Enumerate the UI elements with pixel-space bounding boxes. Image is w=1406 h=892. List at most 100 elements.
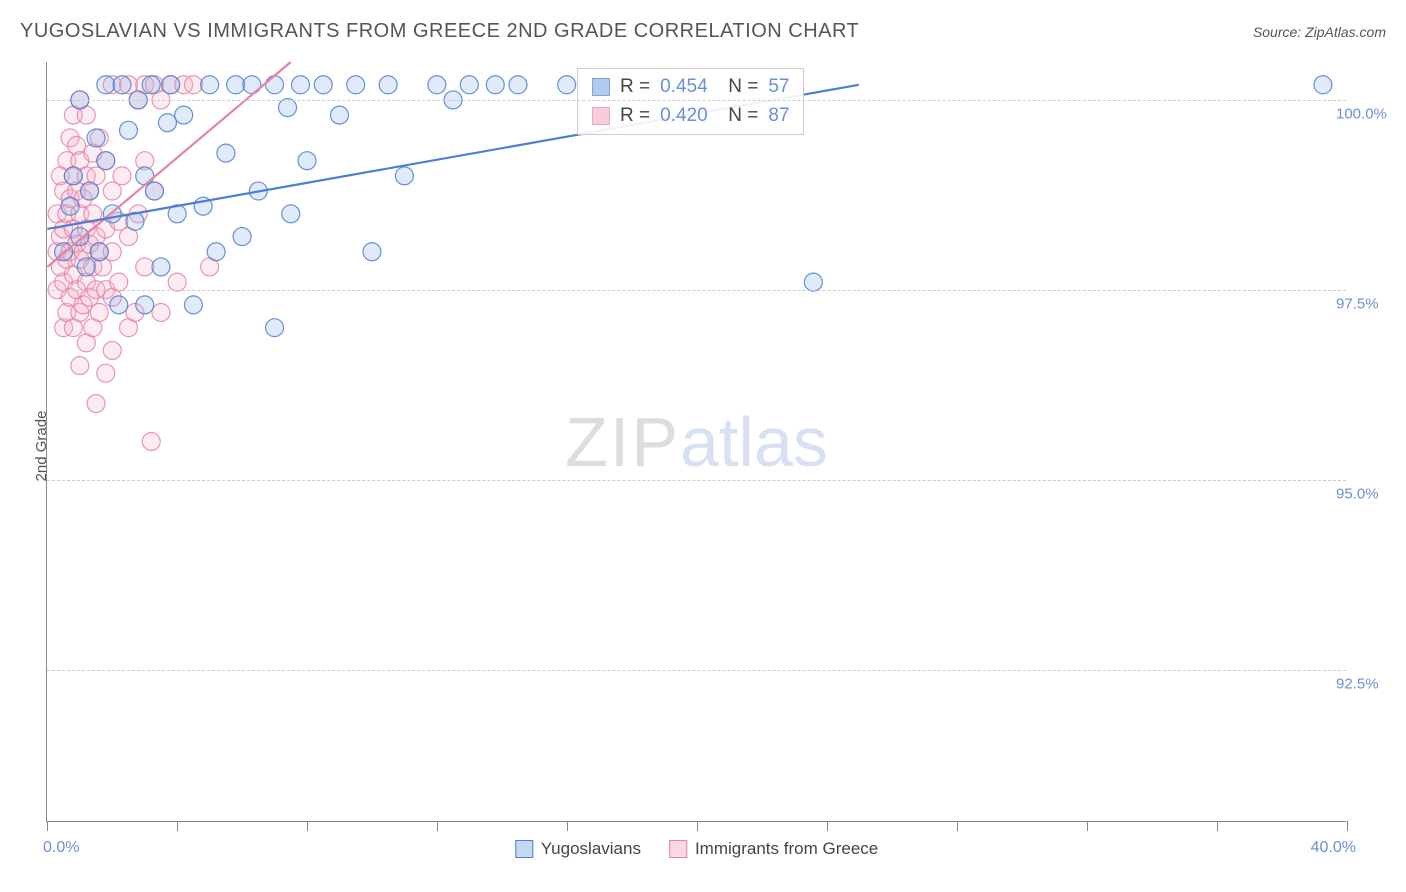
data-point [162,76,180,94]
data-point [804,273,822,291]
x-tick [697,821,698,831]
series-legend: Yugoslavians Immigrants from Greece [515,839,878,859]
gridline [47,290,1346,291]
x-tick [567,821,568,831]
y-tick-label: 97.5% [1336,296,1396,313]
data-point [227,76,245,94]
data-point [110,273,128,291]
chart-source: Source: ZipAtlas.com [1253,24,1386,40]
plot-area: ZIPatlas R = 0.454 N = 57 R = 0.420 N = … [46,62,1346,822]
legend-n-label: N = [718,73,759,102]
data-point [145,182,163,200]
data-point [152,258,170,276]
data-point [207,243,225,261]
legend-r-label: R = [620,102,650,131]
data-point [168,273,186,291]
legend-r-value: 0.420 [660,102,708,131]
y-tick-label: 92.5% [1336,676,1396,693]
data-point [298,152,316,170]
data-point [142,76,160,94]
data-point [175,106,193,124]
data-point [460,76,478,94]
legend-item: Yugoslavians [515,839,641,859]
legend-swatch [669,840,687,858]
data-point [486,76,504,94]
x-tick [307,821,308,831]
x-tick [177,821,178,831]
data-point [395,167,413,185]
legend-label: Immigrants from Greece [695,839,878,859]
legend-swatch [515,840,533,858]
legend-item: Immigrants from Greece [669,839,878,859]
data-point [201,76,219,94]
x-tick [1347,821,1348,831]
data-point [81,182,99,200]
data-point [428,76,446,94]
data-point [347,76,365,94]
legend-r-label: R = [620,73,650,102]
data-point [282,205,300,223]
data-point [71,357,89,375]
data-point [314,76,332,94]
data-point [71,228,89,246]
data-point [142,433,160,451]
data-point [266,76,284,94]
data-point [87,395,105,413]
x-tick [957,821,958,831]
data-point [64,167,82,185]
data-point [136,296,154,314]
data-point [97,152,115,170]
x-tick [827,821,828,831]
legend-row: R = 0.454 N = 57 [592,73,789,102]
data-point [77,258,95,276]
data-point [152,303,170,321]
x-axis-max: 40.0% [1311,839,1356,857]
data-point [90,303,108,321]
data-point [113,76,131,94]
x-axis-min: 0.0% [43,839,79,857]
data-point [292,76,310,94]
legend-n-value: 87 [768,102,789,131]
data-point [279,99,297,117]
data-point [120,121,138,139]
data-point [136,258,154,276]
correlation-legend: R = 0.454 N = 57 R = 0.420 N = 87 [577,68,804,135]
gridline [47,480,1346,481]
gridline [47,100,1346,101]
data-point [158,114,176,132]
chart-area: ZIPatlas R = 0.454 N = 57 R = 0.420 N = … [46,62,1366,822]
x-tick [1217,821,1218,831]
data-point [233,228,251,246]
data-point [97,364,115,382]
y-tick-label: 100.0% [1336,106,1396,123]
data-point [558,76,576,94]
data-point [379,76,397,94]
legend-r-value: 0.454 [660,73,708,102]
legend-swatch [592,78,610,96]
data-point [97,76,115,94]
x-tick [47,821,48,831]
data-point [1314,76,1332,94]
data-point [103,341,121,359]
data-point [266,319,284,337]
data-point [90,243,108,261]
legend-n-value: 57 [768,73,789,102]
data-point [61,197,79,215]
data-point [217,144,235,162]
plot-svg [47,62,1346,821]
gridline [47,670,1346,671]
data-point [87,129,105,147]
data-point [243,76,261,94]
chart-header: YUGOSLAVIAN VS IMMIGRANTS FROM GREECE 2N… [0,0,1406,53]
y-tick-label: 95.0% [1336,486,1396,503]
data-point [184,296,202,314]
legend-n-label: N = [718,102,759,131]
legend-swatch [592,107,610,125]
chart-title: YUGOSLAVIAN VS IMMIGRANTS FROM GREECE 2N… [20,20,859,43]
data-point [184,76,202,94]
data-point [330,106,348,124]
data-point [113,167,131,185]
data-point [509,76,527,94]
data-point [363,243,381,261]
legend-label: Yugoslavians [541,839,641,859]
